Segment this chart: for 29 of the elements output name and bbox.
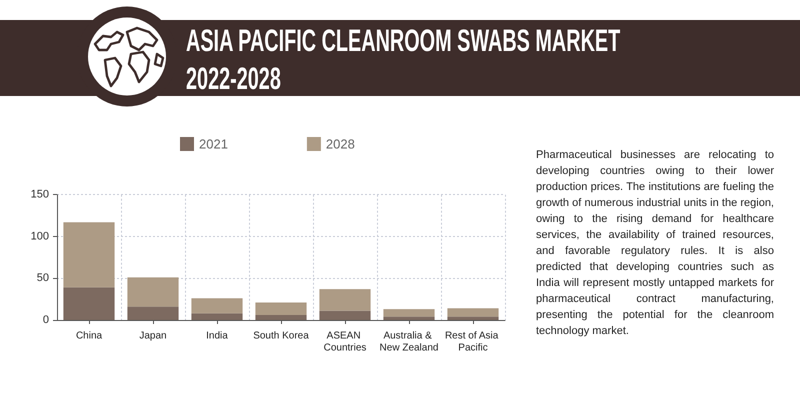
y-tick-label: 100 xyxy=(30,230,49,242)
chart-title: ASIA PACIFIC CLEANROOM SWABS MARKET 2022-2028 xyxy=(186,22,622,98)
bar xyxy=(63,287,115,320)
text: Pharmaceutical businesses are relocating to developing countries owing to their lower production prices. The institutions are fueling the growth of numerous industrial units in the region, owing to the rising demand for healthcare services, the availability of trained resources, and favorable regulatory rules. It is also predicted that developing countries such as India will represent mostly untapped markets for pharmaceutical contract manufacturing, presenting the potential for the cleanroom technology market. xyxy=(536,149,774,337)
bar xyxy=(127,306,179,320)
x-tick-label: ASEAN Countries xyxy=(324,330,366,354)
x-tick-label: China xyxy=(76,330,102,342)
x-tick-label: Rest of Asia Pacific xyxy=(444,330,502,354)
x-tick-label: South Korea xyxy=(253,330,310,342)
x-tick-label: India xyxy=(206,330,228,342)
bar xyxy=(127,277,179,307)
bar xyxy=(191,313,243,320)
bar xyxy=(255,302,307,315)
y-tick-label: 0 xyxy=(42,314,49,326)
bar xyxy=(447,308,499,317)
y-tick-label: 150 xyxy=(30,188,49,201)
bar xyxy=(319,289,371,311)
legend-label: 2028 xyxy=(326,136,355,152)
bar xyxy=(383,309,435,317)
bar xyxy=(319,310,371,320)
bar xyxy=(383,316,435,320)
bar xyxy=(255,314,307,320)
x-tick-label: Japan xyxy=(139,330,167,342)
y-tick-label: 50 xyxy=(36,272,49,284)
legend-label: 2021 xyxy=(199,136,228,152)
bar xyxy=(63,222,115,288)
bar xyxy=(447,316,499,320)
bar xyxy=(191,298,243,314)
x-tick-label: Australia & New Zealand xyxy=(380,330,438,354)
